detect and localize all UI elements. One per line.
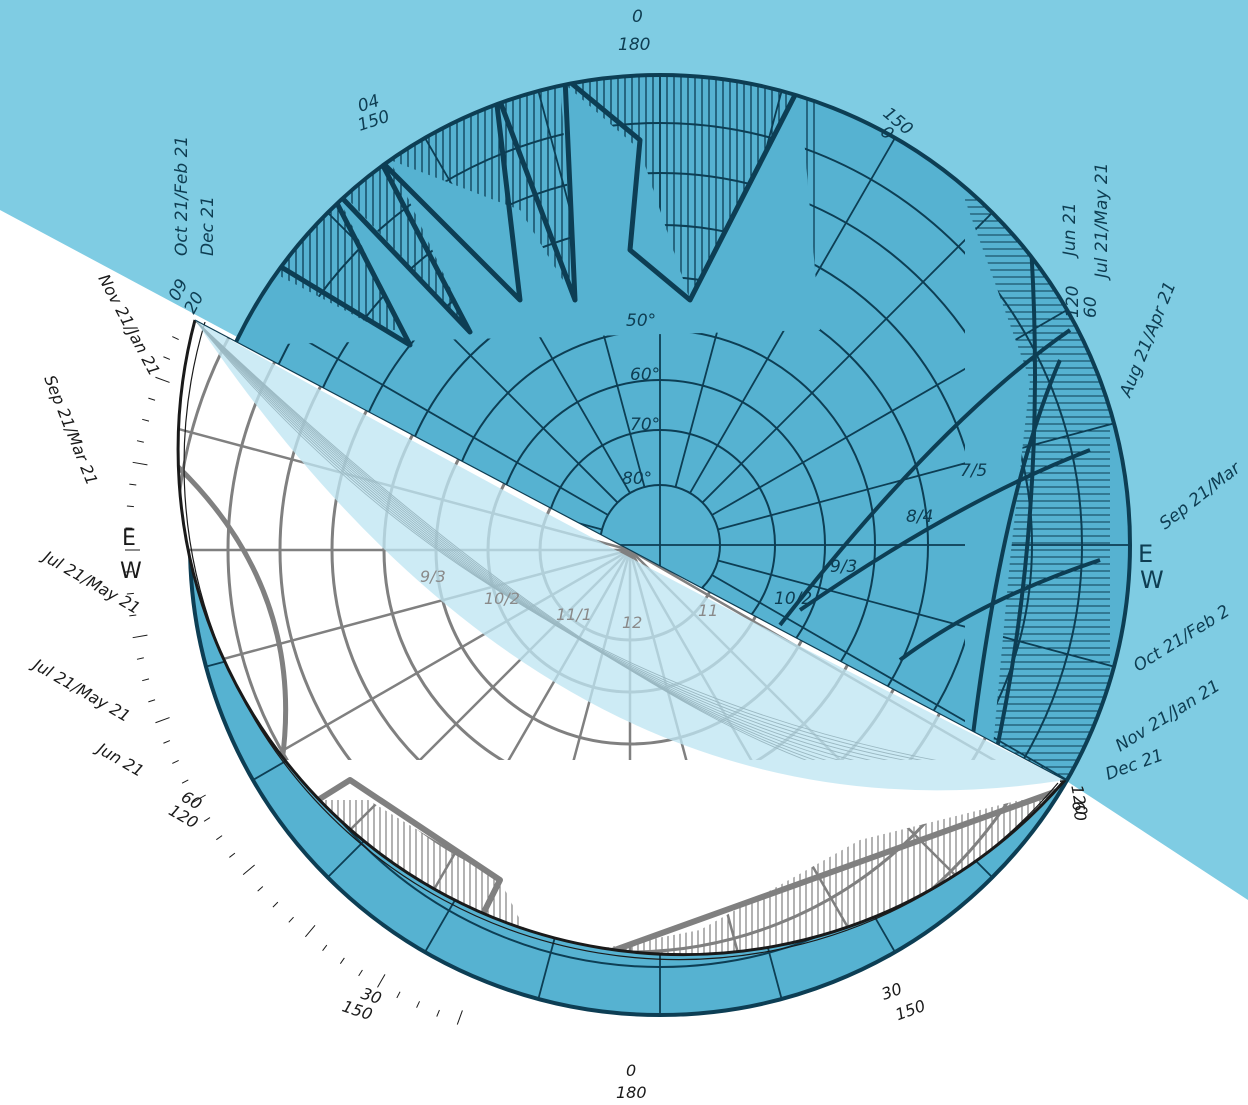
rim-tick (339, 957, 345, 964)
date-label-jul-may: Jul 21/May 21 (1092, 163, 1112, 281)
rim-tick (305, 925, 316, 938)
cardinal-e-lower: E (122, 526, 136, 551)
sun-path-arc (798, 448, 1091, 612)
rim-tick (129, 614, 137, 617)
rim-tick (148, 397, 156, 401)
cardinal-w-lower: W (120, 559, 142, 584)
rim-tick (272, 901, 279, 908)
rim-tick (192, 794, 206, 803)
rim-tick (163, 356, 171, 360)
rim-tick (163, 740, 171, 744)
rim-tick (358, 969, 363, 977)
date-label-oct-feb-left: Oct 21/Feb 21 (172, 136, 192, 256)
north-label-180: 180 (618, 35, 650, 55)
rim-tick (132, 634, 148, 639)
lower-azimuth-60-right: 60 (1068, 799, 1090, 822)
alt-label-60: 60° (630, 365, 660, 385)
rim-tick (257, 886, 264, 892)
rim-tick (136, 657, 144, 660)
overlay-lens (195, 320, 1065, 791)
rim-tick (203, 817, 211, 822)
rim-tick (216, 835, 223, 841)
azimuth-line (717, 422, 1115, 531)
lower-hour-12: 12 (622, 613, 642, 632)
rim-tick (129, 483, 137, 486)
lower-hour-10-2: 10/2 (484, 589, 520, 608)
rim-tick (322, 944, 328, 951)
rim-tick (155, 376, 170, 383)
rim-tick (155, 717, 170, 724)
azimuth-label-120-right: 120 (1063, 286, 1083, 318)
hatch-mask (240, 80, 820, 345)
rim-tick (288, 916, 294, 923)
rim-tick (396, 991, 401, 999)
azimuth-line (717, 559, 1115, 668)
lower-azimuth-180: 180 (616, 1083, 647, 1102)
azimuth-line (701, 212, 993, 504)
rim-tick (377, 974, 386, 988)
rim-tick (181, 779, 189, 784)
lower-azimuth-0: 0 (626, 1061, 636, 1080)
lower-hour-11: 11 (698, 601, 718, 620)
lower-hatch-mask (260, 760, 1060, 955)
rim-tick (136, 440, 144, 443)
rim-tick (148, 699, 156, 703)
rim-tick (142, 418, 150, 422)
rim-tick (172, 336, 179, 340)
sun-path-arc (968, 359, 1062, 761)
lower-hour-11-1: 11/1 (556, 605, 592, 624)
lower-sun-path (268, 777, 503, 955)
date-label-jun: Jun 21 (1060, 202, 1080, 259)
rim-tick (456, 1010, 463, 1025)
cardinal-w-upper: W (1140, 566, 1164, 594)
rim-tick (126, 592, 134, 595)
rim-tick (172, 760, 179, 764)
rim-tick (416, 1001, 420, 1008)
rim-tick (126, 505, 134, 508)
lower-azimuth-150-right: 150 (893, 996, 928, 1024)
cardinal-e-upper: E (1138, 540, 1153, 568)
sun-path-arc (988, 229, 1037, 781)
rim-tick (229, 852, 236, 858)
hour-label-10-2: 10/2 (774, 589, 812, 609)
north-label-0: 0 (632, 7, 643, 27)
hour-label-9-3: 9/3 (830, 557, 857, 577)
lower-sun-path-arc (418, 787, 1062, 955)
lower-date-jul-may-2: Jul 21/May 21 (27, 654, 133, 726)
azimuth-label-60-right: 60 (1081, 296, 1101, 318)
hour-label-7-5: 7/5 (960, 461, 987, 481)
rim-tick (142, 678, 150, 682)
lower-azimuth-30-right: 30 (879, 979, 905, 1004)
date-label-dec-left: Dec 21 (198, 196, 218, 256)
sun-path-arc (898, 558, 1101, 662)
diagonal-divider (194, 319, 1066, 781)
azimuth-line (252, 309, 609, 516)
lower-hour-9-3: 9/3 (420, 567, 446, 586)
alt-label-80: 80° (622, 469, 652, 489)
rim-tick (242, 864, 255, 875)
alt-label-70: 70° (630, 415, 660, 435)
lower-chart-rim-inner (183, 321, 1059, 961)
rim-tick (436, 1009, 440, 1017)
alt-label-50: 50° (626, 311, 656, 331)
lower-date-sep-mar: Sep 21/Mar 21 (40, 372, 101, 487)
lower-chart-rim (176, 319, 1067, 957)
lower-date-jun: Jun 21 (91, 738, 147, 781)
rim-tick (132, 461, 148, 466)
hour-label-8-4: 8/4 (906, 507, 933, 527)
